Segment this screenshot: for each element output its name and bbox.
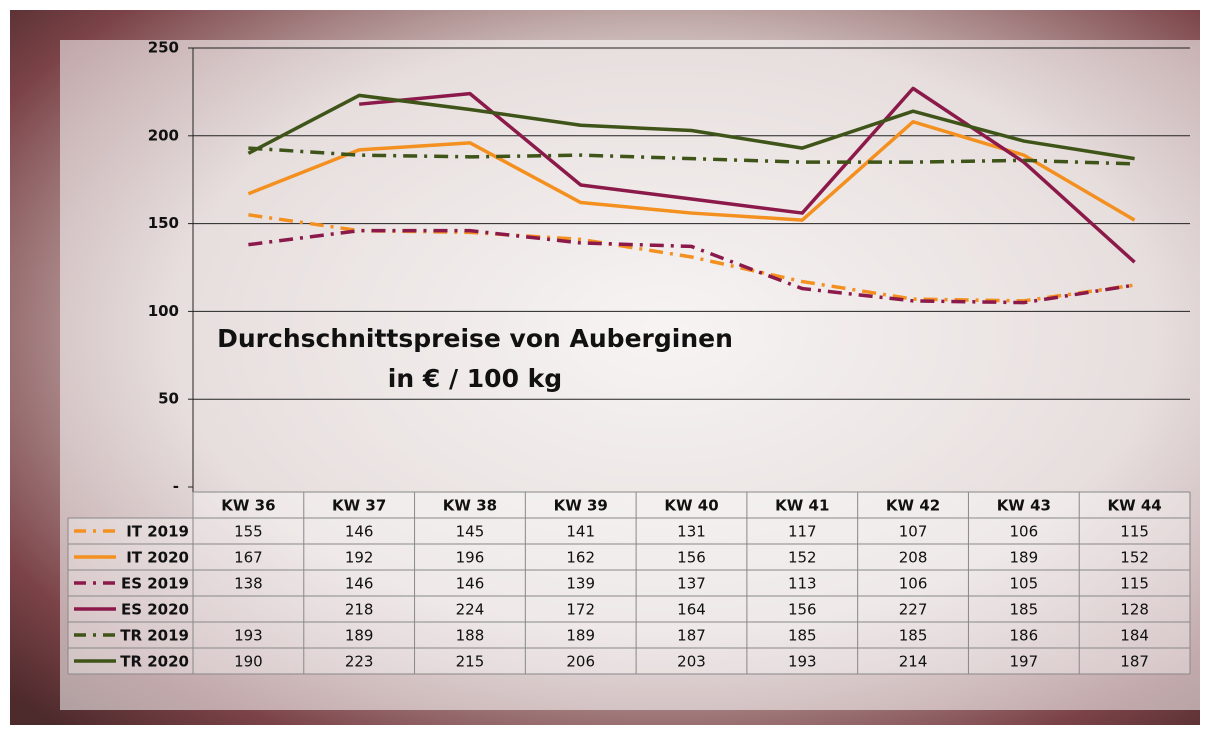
table-cell: 156 [788,601,817,619]
y-tick-label: 150 [148,214,179,232]
legend-label: TR 2020 [120,653,189,671]
table-cell: 224 [456,601,485,619]
table-cell: 172 [566,601,595,619]
table-cell: 208 [899,549,928,567]
series-line [248,146,1135,166]
table-cell: 223 [345,653,374,671]
table-cell: 128 [1120,601,1149,619]
table-cell: 206 [566,653,595,671]
table-cell: 155 [234,523,263,541]
table-cell: 187 [1120,653,1149,671]
table-cell: 189 [566,627,595,645]
x-tick-label: KW 38 [443,497,497,515]
y-tick-label: 50 [158,390,179,408]
table-cell: 188 [456,627,485,645]
table-cell: 106 [899,575,928,593]
x-tick-label: KW 41 [775,497,829,515]
table-cell: 162 [566,549,595,567]
table-cell: 146 [345,523,374,541]
table-cell: 117 [788,523,817,541]
table-fill [193,492,1190,674]
table-cell: 215 [456,653,485,671]
table-cell: 167 [234,549,263,567]
y-tick-label: 100 [148,302,179,320]
y-tick-label: - [173,478,179,496]
table-cell: 131 [677,523,706,541]
table-cell: 113 [788,575,817,593]
legend-label: TR 2019 [120,627,189,645]
legend-label: IT 2020 [126,549,189,567]
x-tick-label: KW 37 [332,497,386,515]
table-cell: 146 [456,575,485,593]
series-line [247,93,1135,161]
x-tick-label: KW 39 [554,497,608,515]
y-tick-label: 200 [148,126,179,144]
table-cell: 186 [1010,627,1039,645]
x-tick-label: KW 43 [997,497,1051,515]
table-cell: 107 [899,523,928,541]
table-cell: 145 [456,523,485,541]
table-cell: 193 [234,627,263,645]
series-line [247,120,1136,222]
table-cell: 184 [1120,627,1149,645]
legend-label: ES 2020 [121,601,189,619]
table-cell: 137 [677,575,706,593]
table-cell: 192 [345,549,374,567]
table-cell: 105 [1010,575,1039,593]
x-tick-label: KW 36 [221,497,275,515]
table-cell: 185 [1010,601,1039,619]
table-cell: 189 [1010,549,1039,567]
series-line [248,228,1135,305]
table-cell: 115 [1120,575,1149,593]
table-cell: 189 [345,627,374,645]
table-cell: 187 [677,627,706,645]
table-cell: 152 [1120,549,1149,567]
x-tick-label: KW 42 [886,497,940,515]
table-cell: 156 [677,549,706,567]
table-cell: 218 [345,601,374,619]
table-cell: 115 [1120,523,1149,541]
series-line [359,86,1136,264]
legend-label: ES 2019 [121,575,189,593]
table-cell: 152 [788,549,817,567]
table-cell: 214 [899,653,928,671]
table-cell: 146 [345,575,374,593]
table-cell: 106 [1010,523,1039,541]
legend-label: IT 2019 [126,523,189,541]
table-cell: 197 [1010,653,1039,671]
table-cell: 196 [456,549,485,567]
x-tick-label: KW 40 [664,497,718,515]
table-cell: 203 [677,653,706,671]
table-cell: 185 [788,627,817,645]
chart-title: Durchschnittspreise von Auberginen [217,324,733,353]
table-cell: 141 [566,523,595,541]
series-line [248,213,1135,303]
table-cell: 190 [234,653,263,671]
table-cell: 227 [899,601,928,619]
table-cell: 139 [566,575,595,593]
table-cell: 138 [234,575,263,593]
y-tick-label: 250 [148,39,179,57]
x-tick-label: KW 44 [1107,497,1161,515]
chart-subtitle: in € / 100 kg [388,364,562,393]
table-cell: 193 [788,653,817,671]
table-cell: 164 [677,601,706,619]
table-cell: 185 [899,627,928,645]
